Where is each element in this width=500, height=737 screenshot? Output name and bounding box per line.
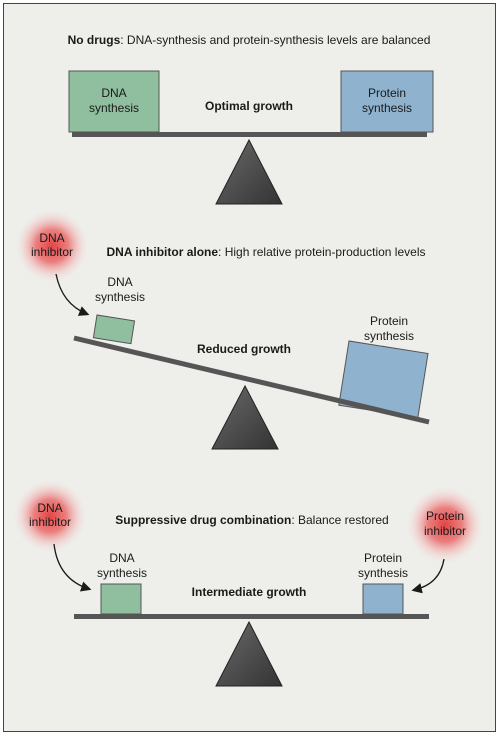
dna-inhibitor-label-line-1: DNA bbox=[39, 231, 64, 245]
dna-inhibitor-label-line-2: inhibitor bbox=[31, 245, 73, 259]
reduced-growth-label: Reduced growth bbox=[197, 342, 291, 356]
panel-1-heading-rest: : DNA-synthesis and protein-synthesis le… bbox=[120, 33, 430, 47]
panel-3-heading-rest: : Balance restored bbox=[291, 513, 388, 527]
panel-2-heading-rest: : High relative protein-production level… bbox=[218, 245, 425, 259]
fulcrum-triangle bbox=[215, 138, 283, 205]
protein-synthesis-box bbox=[340, 70, 434, 133]
protein-label-line-2: synthesis bbox=[364, 329, 414, 343]
fulcrum-triangle bbox=[215, 620, 283, 687]
balance-diagram: No drugs: DNA-synthesis and protein-synt… bbox=[14, 33, 483, 687]
panel-2-heading-bold: DNA inhibitor alone bbox=[106, 245, 218, 259]
inhibition-arrow bbox=[55, 273, 90, 316]
panel-3-heading: Suppressive drug combination: Balance re… bbox=[115, 513, 388, 527]
balance-beam bbox=[72, 132, 427, 137]
protein-inhibition-arrow bbox=[411, 558, 445, 594]
dna-inhibitor-glow bbox=[16, 210, 88, 282]
dna-box-label-line-1: DNA bbox=[101, 86, 126, 100]
optimal-growth-label: Optimal growth bbox=[205, 99, 293, 113]
protein-label-line-2: synthesis bbox=[358, 566, 408, 580]
protein-box-label-line-2: synthesis bbox=[362, 101, 412, 115]
dna-synthesis-box bbox=[68, 70, 160, 133]
dna-inhibitor-glow bbox=[14, 480, 86, 552]
panel-1-heading: No drugs: DNA-synthesis and protein-synt… bbox=[68, 33, 431, 47]
dna-box-label-line-2: synthesis bbox=[89, 101, 139, 115]
protein-inhibitor-label-line-1: Protein bbox=[426, 509, 464, 523]
dna-inhibitor-label-line-2: inhibitor bbox=[29, 515, 71, 529]
panel-2-heading: DNA inhibitor alone: High relative prote… bbox=[106, 245, 425, 259]
protein-label-line-1: Protein bbox=[364, 551, 402, 565]
dna-label-line-2: synthesis bbox=[95, 290, 145, 304]
dna-inhibition-arrow bbox=[53, 543, 92, 592]
intermediate-growth-label: Intermediate growth bbox=[192, 585, 307, 599]
protein-inhibitor-glow bbox=[407, 487, 483, 563]
dna-label-line-2: synthesis bbox=[97, 566, 147, 580]
panel-no-drugs: No drugs: DNA-synthesis and protein-synt… bbox=[68, 33, 434, 205]
panel-1-heading-bold: No drugs bbox=[68, 33, 121, 47]
fulcrum-triangle bbox=[211, 384, 279, 450]
protein-label-line-1: Protein bbox=[370, 314, 408, 328]
panel-dna-inhibitor-alone: DNA inhibitor DNA inhibitor alone: High … bbox=[16, 210, 430, 450]
diagram-frame: No drugs: DNA-synthesis and protein-synt… bbox=[3, 3, 496, 732]
dna-synthesis-box-small bbox=[92, 314, 136, 345]
panel-3-heading-bold: Suppressive drug combination bbox=[115, 513, 291, 527]
dna-label-line-1: DNA bbox=[109, 551, 134, 565]
dna-synthesis-box-reduced bbox=[100, 583, 142, 615]
protein-inhibitor-label-line-2: inhibitor bbox=[424, 524, 466, 538]
dna-inhibitor-label-line-1: DNA bbox=[37, 501, 62, 515]
protein-synthesis-box-reduced bbox=[362, 583, 404, 615]
dna-label-line-1: DNA bbox=[107, 275, 132, 289]
protein-box-label-line-1: Protein bbox=[368, 86, 406, 100]
tilted-balance-beam bbox=[73, 335, 430, 425]
balance-beam bbox=[74, 614, 429, 619]
panel-suppressive-combination: DNA inhibitor Protein inhibitor Suppress… bbox=[14, 480, 483, 687]
